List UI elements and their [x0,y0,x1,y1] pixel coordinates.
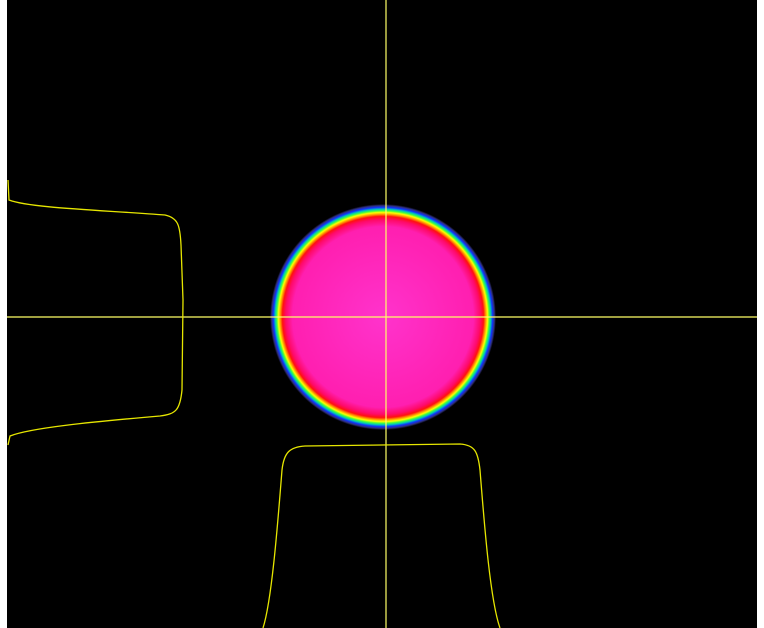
beam-profiler-view [0,0,764,628]
page [0,0,764,628]
